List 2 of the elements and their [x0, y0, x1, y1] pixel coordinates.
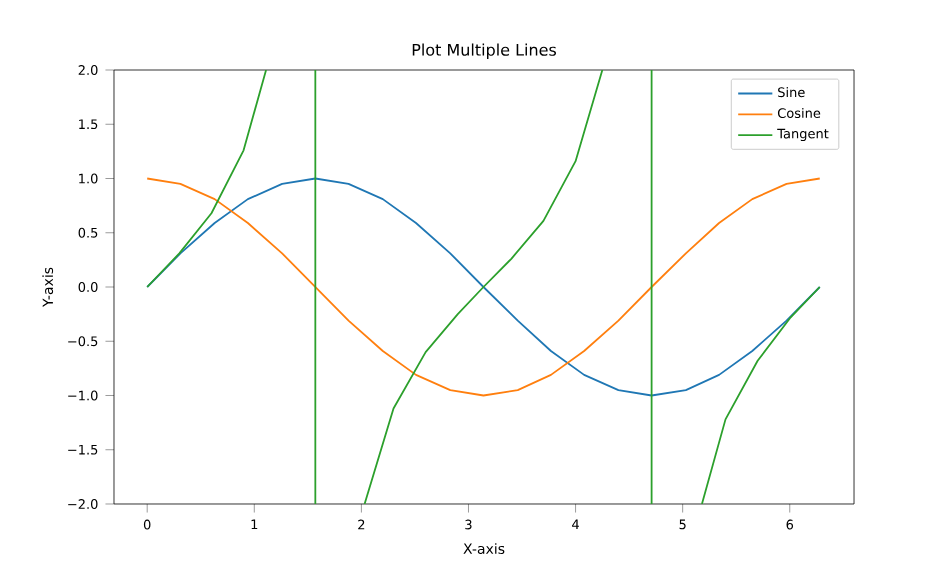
line-series — [146, 177, 821, 397]
chart-title: Plot Multiple Lines — [412, 43, 557, 59]
